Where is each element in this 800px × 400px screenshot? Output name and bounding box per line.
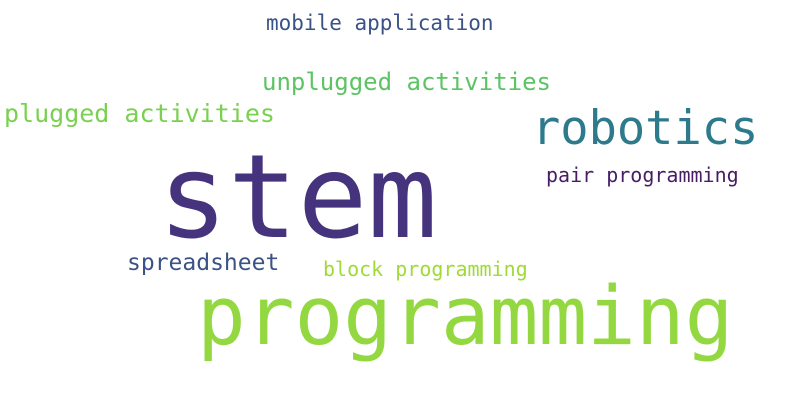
word-plugged-activities: plugged activities (4, 101, 275, 126)
word-mobile-application: mobile application (266, 13, 494, 34)
word-pair-programming: pair programming (546, 165, 739, 185)
word-programming: programming (197, 277, 733, 358)
word-stem: stem (158, 140, 437, 256)
word-robotics: robotics (532, 105, 758, 152)
word-unplugged-activities: unplugged activities (262, 70, 551, 94)
